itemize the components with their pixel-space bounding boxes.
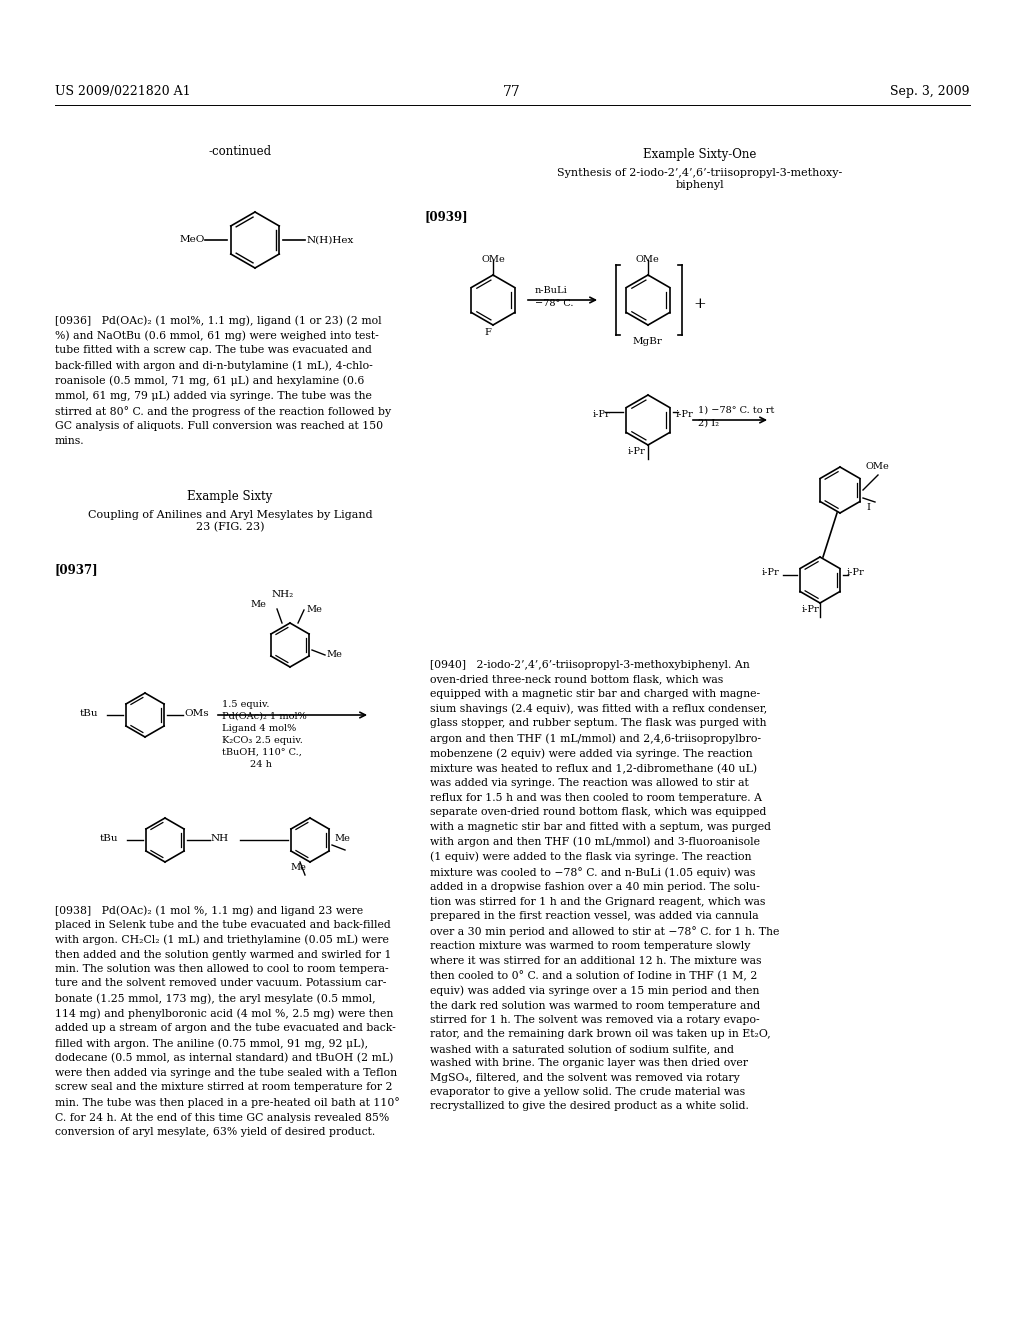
- Text: 2) I₂: 2) I₂: [698, 418, 719, 428]
- Text: Example Sixty: Example Sixty: [187, 490, 272, 503]
- Text: i-Pr: i-Pr: [762, 568, 779, 577]
- Text: i-Pr: i-Pr: [801, 605, 819, 614]
- Text: −78° C.: −78° C.: [535, 300, 573, 308]
- Text: Me: Me: [250, 601, 266, 609]
- Text: [0936]   Pd(OAc)₂ (1 mol%, 1.1 mg), ligand (1 or 23) (2 mol
%) and NaOtBu (0.6 m: [0936] Pd(OAc)₂ (1 mol%, 1.1 mg), ligand…: [55, 315, 391, 446]
- Text: OMe: OMe: [481, 255, 505, 264]
- Text: F: F: [484, 327, 492, 337]
- Text: Ligand 4 mol%: Ligand 4 mol%: [222, 723, 296, 733]
- Text: -continued: -continued: [209, 145, 271, 158]
- Text: Me: Me: [306, 605, 322, 614]
- Text: US 2009/0221820 A1: US 2009/0221820 A1: [55, 84, 190, 98]
- Text: MeO: MeO: [180, 235, 206, 244]
- Text: +: +: [693, 297, 706, 312]
- Text: i-Pr: i-Pr: [847, 568, 864, 577]
- Text: OMe: OMe: [866, 462, 890, 471]
- Text: [0939]: [0939]: [425, 210, 469, 223]
- Text: Sep. 3, 2009: Sep. 3, 2009: [891, 84, 970, 98]
- Text: NH: NH: [211, 834, 229, 843]
- Text: N(H)Hex: N(H)Hex: [307, 235, 354, 244]
- Text: OMs: OMs: [184, 709, 209, 718]
- Text: Coupling of Anilines and Aryl Mesylates by Ligand
23 (FIG. 23): Coupling of Anilines and Aryl Mesylates …: [88, 510, 373, 532]
- Text: Pd(OAc)₂ 1 mol%: Pd(OAc)₂ 1 mol%: [222, 711, 307, 721]
- Text: K₂CO₃ 2.5 equiv.: K₂CO₃ 2.5 equiv.: [222, 737, 303, 744]
- Text: 24 h: 24 h: [250, 760, 272, 770]
- Text: NH₂: NH₂: [272, 590, 294, 599]
- Text: OMe: OMe: [636, 255, 659, 264]
- Text: [0937]: [0937]: [55, 564, 98, 576]
- Text: i-Pr: i-Pr: [593, 411, 610, 418]
- Text: i-Pr: i-Pr: [627, 447, 645, 455]
- Text: Synthesis of 2-iodo-2’,4’,6’-triisopropyl-3-methoxy-
biphenyl: Synthesis of 2-iodo-2’,4’,6’-triisopropy…: [557, 168, 843, 190]
- Text: tBu: tBu: [80, 709, 98, 718]
- Text: 1.5 equiv.: 1.5 equiv.: [222, 700, 269, 709]
- Text: tBuOH, 110° C.,: tBuOH, 110° C.,: [222, 748, 302, 756]
- Text: [0940]   2-iodo-2’,4’,6’-triisopropyl-3-methoxybiphenyl. An
oven-dried three-nec: [0940] 2-iodo-2’,4’,6’-triisopropyl-3-me…: [430, 660, 779, 1111]
- Text: tBu: tBu: [100, 834, 119, 843]
- Text: 77: 77: [503, 84, 521, 99]
- Text: MgBr: MgBr: [633, 337, 663, 346]
- Text: Example Sixty-One: Example Sixty-One: [643, 148, 757, 161]
- Text: Me: Me: [334, 834, 350, 843]
- Text: 1) −78° C. to rt: 1) −78° C. to rt: [698, 407, 774, 414]
- Text: i-Pr: i-Pr: [676, 411, 693, 418]
- Text: Me: Me: [290, 863, 306, 873]
- Text: I: I: [866, 503, 870, 512]
- Text: [0938]   Pd(OAc)₂ (1 mol %, 1.1 mg) and ligand 23 were
placed in Selenk tube and: [0938] Pd(OAc)₂ (1 mol %, 1.1 mg) and li…: [55, 906, 399, 1137]
- Text: n-BuLi: n-BuLi: [535, 286, 567, 294]
- Text: Me: Me: [326, 649, 342, 659]
